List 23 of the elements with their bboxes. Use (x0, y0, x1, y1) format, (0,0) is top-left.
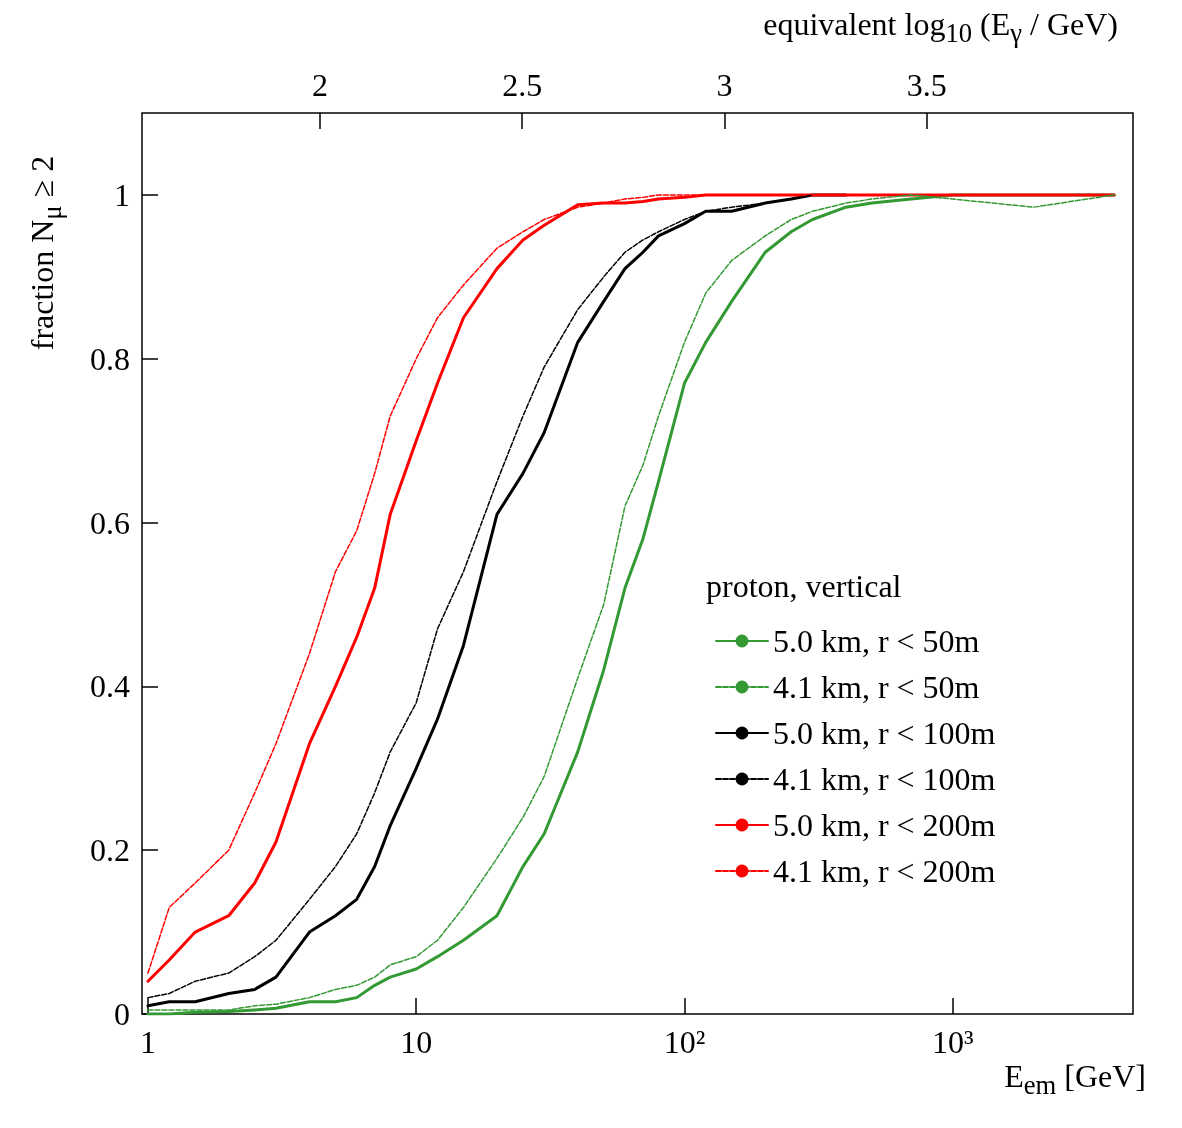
x-tick-label: 10 (400, 1024, 433, 1060)
y-tick-label: 0.6 (90, 504, 130, 541)
legend-title: proton, vertical (706, 568, 902, 604)
x-tick-label: 10² (663, 1024, 706, 1060)
x-tick-label: 1 (139, 1024, 156, 1060)
legend-label: 4.1 km, r < 50m (773, 669, 980, 705)
y-tick-label: 0 (114, 996, 130, 1032)
x-tick-label: 10³ (931, 1024, 974, 1060)
legend-label: 5.0 km, r < 200m (773, 807, 996, 843)
x2-axis-title: equivalent log$_{10}$ (E$_{γ}$ / GeV) (763, 6, 1118, 50)
y-tick-label: 0.4 (90, 668, 130, 705)
legend-label: 5.0 km, r < 100m (773, 715, 996, 751)
x-axis-title: E$_{em}$ [GeV] (1004, 1058, 1146, 1102)
legend-label: 5.0 km, r < 50m (773, 623, 980, 659)
legend-label: 4.1 km, r < 200m (773, 853, 996, 889)
x2-tick-label: 2.5 (502, 67, 543, 103)
y-tick-label: 0.8 (90, 340, 130, 377)
legend-label: 4.1 km, r < 100m (773, 761, 996, 797)
y-tick-label: 1 (114, 176, 130, 213)
y-tick-label: 0.2 (90, 832, 130, 869)
x2-tick-label: 3.5 (906, 67, 947, 103)
x2-tick-label: 2 (311, 67, 328, 103)
x2-tick-label: 3 (716, 67, 733, 103)
